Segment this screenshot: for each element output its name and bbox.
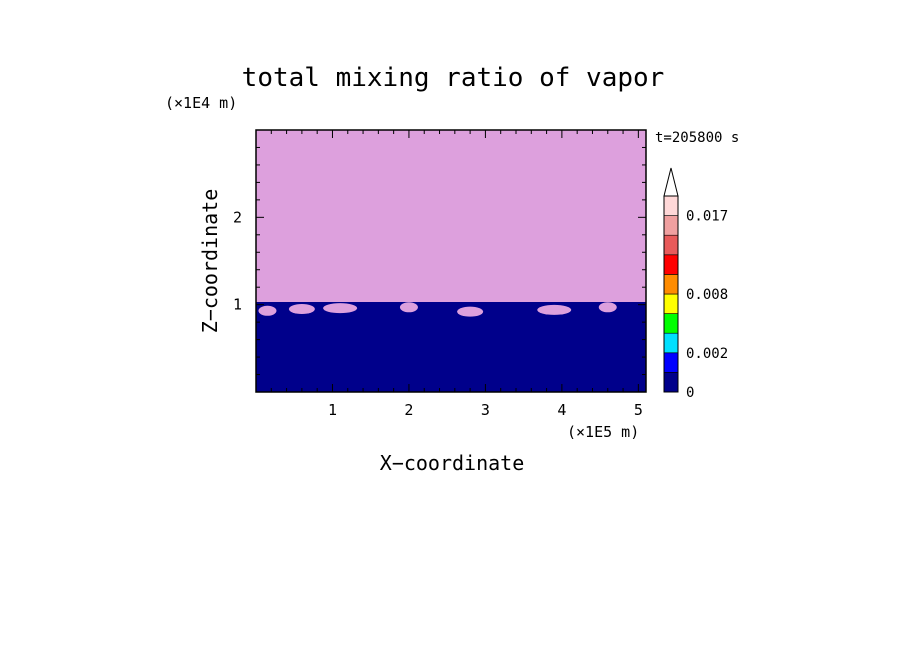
contour-band	[256, 302, 646, 392]
chart-title: total mixing ratio of vapor	[242, 63, 665, 93]
x-tick-label: 4	[557, 401, 566, 419]
colorbar-swatch	[663, 254, 679, 275]
x-tick-label: 3	[481, 401, 490, 419]
colorbar: 0 0.002 0.008 0.017	[663, 167, 728, 401]
plot-frame	[255, 129, 647, 393]
dry-patch	[288, 304, 315, 315]
dry-patch	[399, 302, 418, 313]
colorbar-label: 0	[686, 385, 694, 401]
colorbar-swatch	[663, 293, 679, 314]
dry-patch	[598, 302, 617, 313]
x-axis: 1 2 3 4 5	[270, 130, 643, 419]
colorbar-swatch	[663, 234, 679, 256]
colorbar-label: 0.017	[686, 209, 728, 225]
colorbar-extend-arrow	[663, 167, 679, 197]
y-tick-label: 2	[233, 208, 242, 226]
colorbar-label: 0.008	[686, 287, 728, 303]
y-axis: 12	[233, 146, 646, 376]
x-tick-label: 2	[404, 401, 413, 419]
dry-patch	[457, 306, 484, 317]
y-tick-label: 1	[233, 296, 242, 314]
colorbar-label: 0.002	[686, 346, 728, 362]
time-label: t=205800 s	[655, 130, 739, 146]
colorbar-swatch	[663, 215, 679, 236]
y-axis-label: Z−coordinate	[198, 189, 222, 334]
y-unit-label: (×1E4 m)	[165, 94, 237, 112]
dry-patch	[258, 305, 277, 316]
contour-field	[256, 130, 646, 392]
x-axis-label: X−coordinate	[380, 451, 525, 475]
colorbar-swatch	[663, 313, 679, 334]
colorbar-swatch	[663, 332, 679, 354]
colorbar-frame	[663, 195, 679, 393]
x-tick-label: 1	[328, 401, 337, 419]
colorbar-swatch	[663, 274, 679, 295]
dry-patch	[323, 303, 358, 314]
x-unit-label: (×1E5 m)	[567, 423, 639, 441]
x-tick-label: 5	[634, 401, 643, 419]
dry-patch	[537, 304, 572, 315]
colorbar-swatch	[663, 372, 679, 393]
colorbar-swatch	[663, 195, 679, 216]
colorbar-swatch	[663, 352, 679, 373]
